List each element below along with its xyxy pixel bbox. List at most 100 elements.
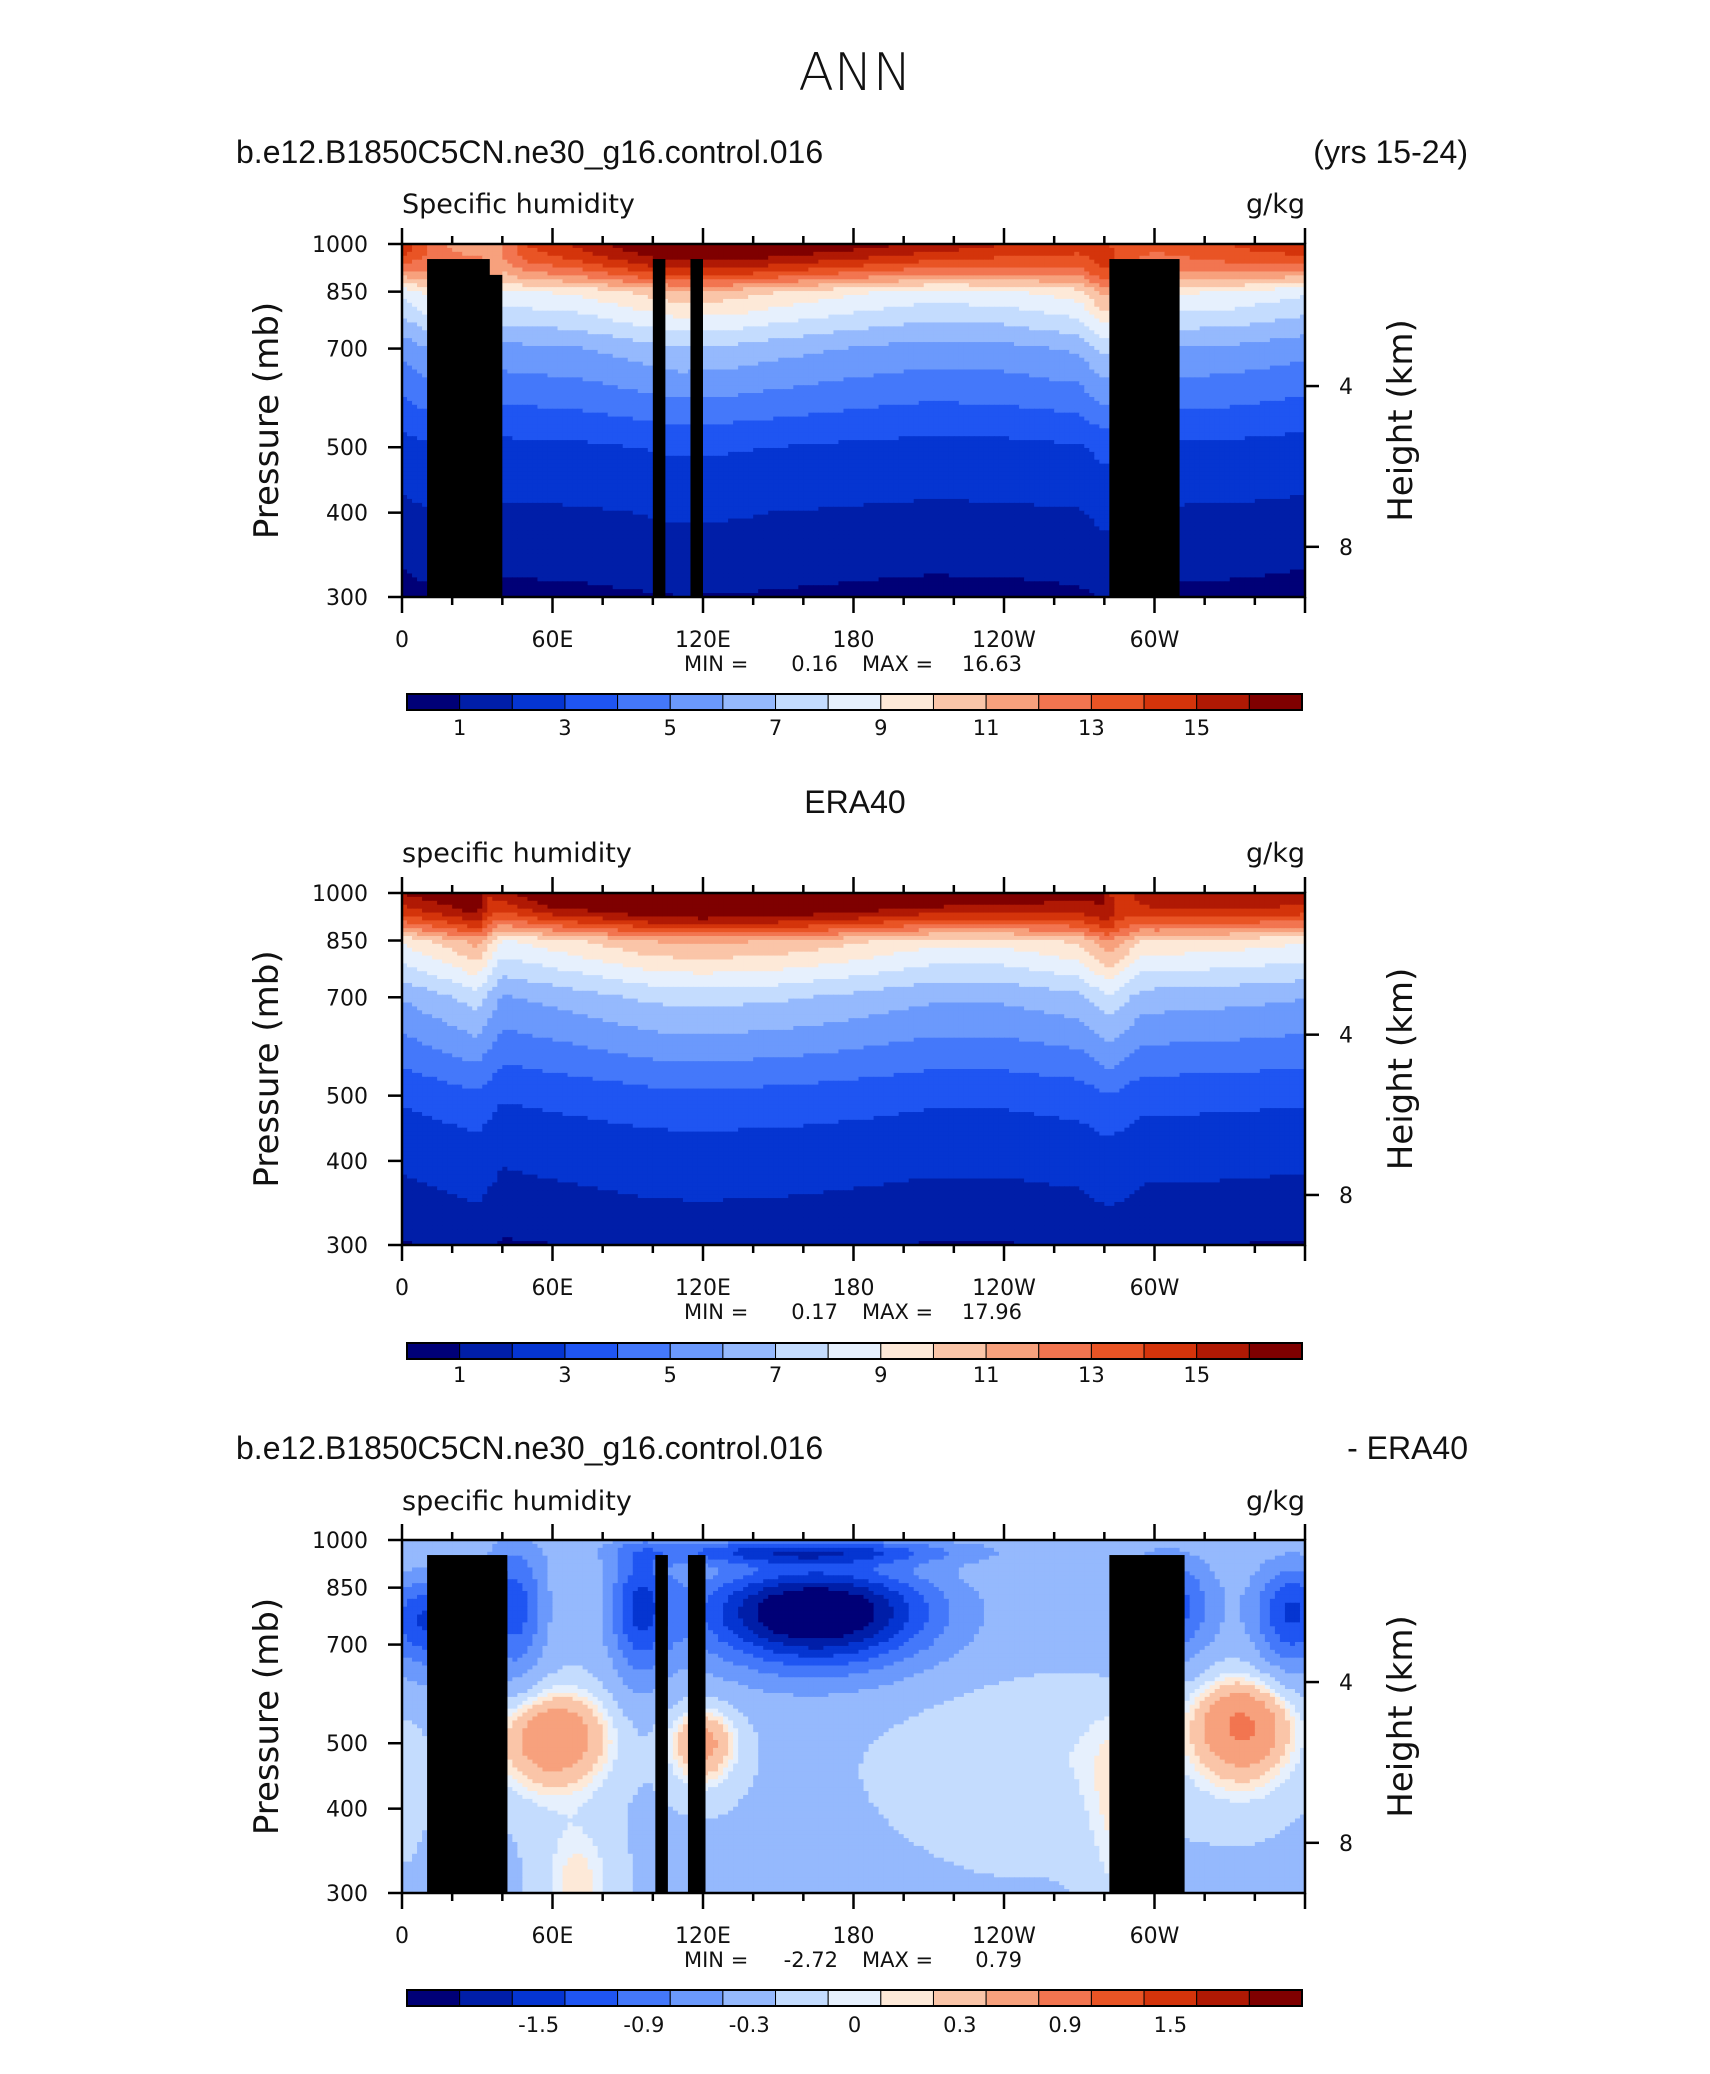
contour-cell xyxy=(968,247,975,253)
contour-cell xyxy=(1234,326,1241,331)
contour-cell xyxy=(422,294,428,300)
contour-cell xyxy=(998,349,1005,355)
contour-cell xyxy=(1229,318,1236,324)
contour-cell xyxy=(1034,310,1040,316)
contour-cell xyxy=(502,326,508,331)
contour-cell xyxy=(547,349,554,355)
contour-cell xyxy=(532,255,539,261)
contour-cell xyxy=(557,259,564,265)
contour-cell xyxy=(617,283,624,288)
contour-cell xyxy=(803,314,809,320)
contour-cell xyxy=(888,251,895,257)
contour-cell xyxy=(532,334,539,339)
contour-cell xyxy=(1234,247,1241,253)
contour-cell xyxy=(1289,298,1296,304)
contour-cell xyxy=(1199,294,1206,300)
contour-cell xyxy=(517,287,523,292)
contour-cell xyxy=(933,267,940,273)
contour-cell xyxy=(667,310,674,316)
contour-cell xyxy=(1199,263,1206,269)
contour-cell xyxy=(708,345,714,351)
contour-cell xyxy=(642,251,649,257)
contour-cell xyxy=(1004,349,1010,355)
contour-cell xyxy=(412,259,418,265)
contour-cell xyxy=(773,244,779,249)
contour-cell xyxy=(968,342,975,347)
contour-cell xyxy=(1264,338,1271,343)
contour-cell xyxy=(682,326,689,331)
contour-cell xyxy=(527,247,534,253)
contour-cell xyxy=(758,338,764,343)
contour-cell xyxy=(828,322,835,327)
contour-cell xyxy=(1249,330,1256,335)
contour-cell xyxy=(1089,287,1095,292)
contour-cell xyxy=(1179,244,1186,249)
contour-cell xyxy=(677,294,684,300)
contour-cell xyxy=(908,279,915,284)
contour-cell xyxy=(1214,345,1221,351)
contour-cell xyxy=(878,294,885,300)
contour-cell xyxy=(1199,271,1206,276)
contour-cell xyxy=(547,318,554,324)
contour-cell xyxy=(592,326,599,331)
contour-cell xyxy=(1254,267,1261,273)
contour-cell xyxy=(1299,318,1305,324)
contour-cell xyxy=(903,247,910,253)
contour-cell xyxy=(1079,294,1085,300)
contour-cell xyxy=(743,251,749,257)
contour-cell xyxy=(407,310,413,316)
contour-cell xyxy=(1074,251,1080,257)
contour-cell xyxy=(627,275,634,280)
contour-cell xyxy=(963,310,970,316)
contour-cell xyxy=(1204,279,1211,284)
contour-cell xyxy=(863,271,870,276)
contour-cell xyxy=(602,271,609,276)
contour-cell xyxy=(1224,302,1231,308)
contour-cell xyxy=(793,291,799,296)
contour-cell xyxy=(637,302,644,308)
contour-cell xyxy=(743,342,749,347)
contour-cell xyxy=(1119,244,1125,249)
contour-cell xyxy=(818,251,824,257)
contour-cell xyxy=(873,291,880,296)
contour-cell xyxy=(913,271,920,276)
contour-cell xyxy=(637,298,644,304)
contour-cell xyxy=(873,334,880,339)
contour-cell xyxy=(1094,267,1100,273)
contour-cell xyxy=(1299,302,1305,308)
contour-cell xyxy=(788,298,794,304)
contour-cell xyxy=(913,267,920,273)
contour-cell xyxy=(1289,322,1296,327)
contour-cell xyxy=(1044,342,1050,347)
contour-cell xyxy=(818,279,824,284)
contour-cell xyxy=(763,310,769,316)
contour-cell xyxy=(482,251,488,257)
contour-cell xyxy=(933,244,940,249)
contour-cell xyxy=(1229,291,1236,296)
contour-cell xyxy=(1014,342,1020,347)
contour-cell xyxy=(813,291,819,296)
contour-cell xyxy=(878,298,885,304)
contour-cell xyxy=(983,294,990,300)
contour-cell xyxy=(768,294,774,300)
contour-cell xyxy=(948,314,955,320)
contour-cell xyxy=(753,279,759,284)
contour-cell xyxy=(1034,342,1040,347)
contour-cell xyxy=(918,279,925,284)
contour-cell xyxy=(487,259,493,265)
contour-cell xyxy=(592,267,599,273)
contour-cell xyxy=(1079,244,1085,249)
contour-cell xyxy=(868,310,875,316)
contour-cell xyxy=(823,263,830,269)
contour-cell xyxy=(402,294,408,300)
contour-cell xyxy=(763,326,769,331)
contour-cell xyxy=(883,247,890,253)
contour-cell xyxy=(1074,318,1080,324)
contour-cell xyxy=(507,302,513,308)
contour-cell xyxy=(733,291,739,296)
contour-cell xyxy=(637,338,644,343)
contour-cell xyxy=(718,275,724,280)
contour-cell xyxy=(1094,287,1100,292)
contour-cell xyxy=(853,263,860,269)
contour-cell xyxy=(1234,330,1241,335)
